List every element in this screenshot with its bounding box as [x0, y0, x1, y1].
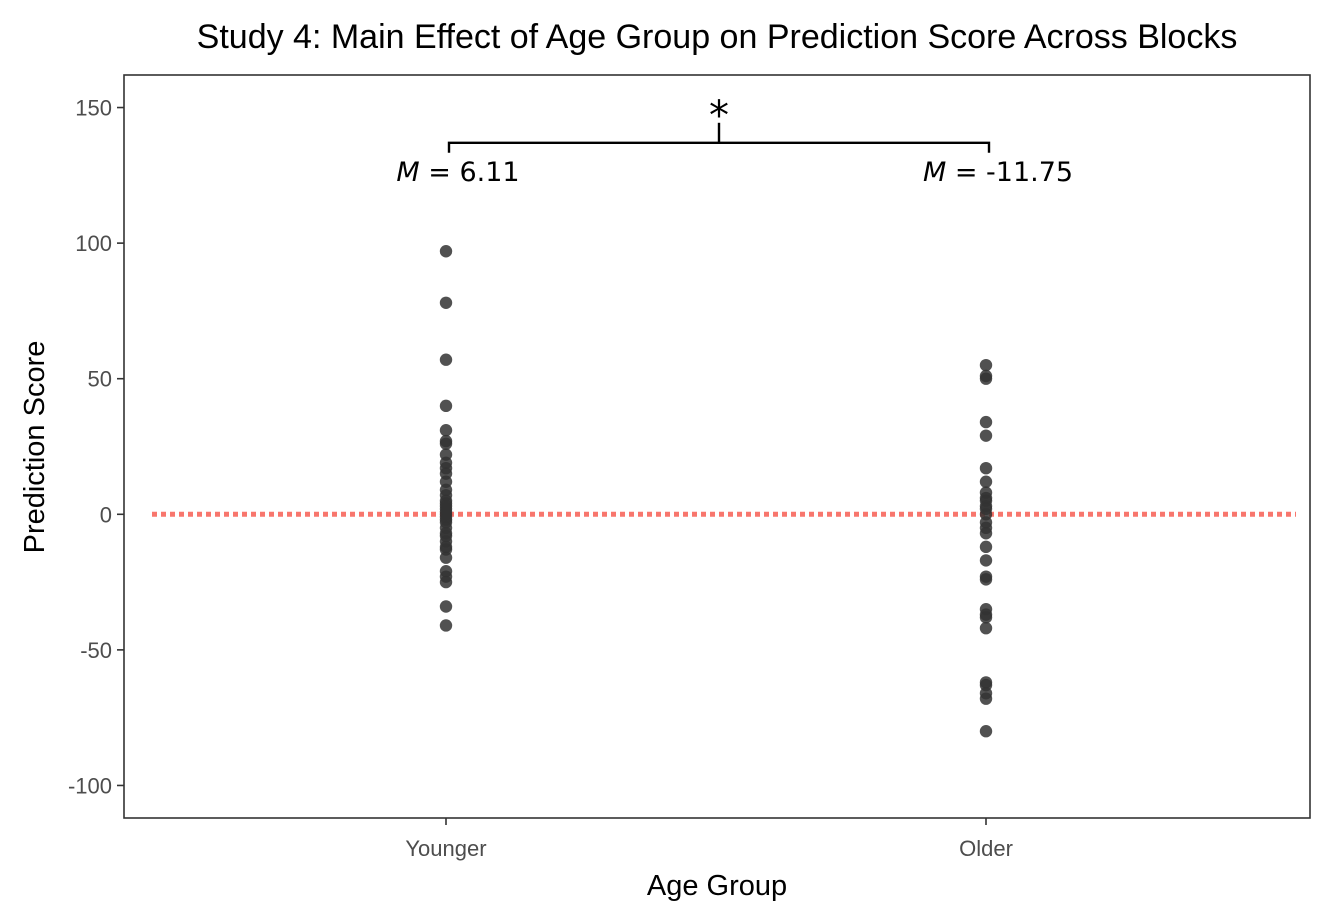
- data-point-older: [979, 372, 993, 385]
- data-point-younger: [439, 296, 453, 309]
- data-point-younger: [439, 353, 453, 366]
- mean-symbol: M: [396, 157, 419, 188]
- data-point-older: [979, 461, 993, 475]
- data-point-older: [979, 475, 993, 488]
- data-point-older: [979, 573, 993, 586]
- data-point-older: [979, 540, 993, 554]
- significance-bracket: [447, 141, 991, 153]
- mean-symbol: M: [923, 157, 946, 188]
- y-tick-label: 100: [75, 231, 112, 256]
- data-point-older: [979, 692, 993, 705]
- y-tick-label: -100: [68, 773, 112, 798]
- y-axis-title: Prediction Score: [19, 341, 51, 554]
- significance-star: *: [709, 93, 729, 139]
- x-tick-label-younger: Younger: [405, 836, 486, 861]
- y-tick-label: -50: [80, 638, 112, 663]
- data-point-younger: [439, 600, 453, 613]
- plot-panel: [123, 74, 1311, 819]
- data-point-younger: [439, 245, 453, 258]
- data-point-older: [979, 611, 993, 624]
- data-point-older: [979, 621, 993, 635]
- data-point-younger: [439, 619, 453, 632]
- data-point-older: [979, 358, 993, 372]
- data-point-older: [979, 554, 993, 567]
- y-tick-label: 50: [88, 367, 112, 392]
- data-point-older: [979, 527, 993, 540]
- data-point-younger: [439, 551, 453, 564]
- data-point-younger: [439, 424, 453, 437]
- y-tick-label: 150: [75, 96, 112, 121]
- data-point-older: [979, 725, 993, 738]
- x-axis: Younger Older: [405, 818, 1013, 861]
- data-point-younger: [439, 575, 453, 589]
- annotation-layer: *M = 6.11 M = -11.75: [396, 93, 1073, 188]
- y-tick-label: 0: [100, 502, 112, 527]
- data-point-younger: [439, 399, 453, 413]
- chart-title: Study 4: Main Effect of Age Group on Pre…: [197, 18, 1238, 56]
- x-tick-label-older: Older: [959, 836, 1013, 861]
- data-point-older: [979, 415, 993, 429]
- mean-value: = 6.11: [420, 157, 520, 188]
- mean-label-younger: M = 6.11: [396, 157, 519, 188]
- x-axis-title: Age Group: [647, 870, 787, 902]
- data-point-older: [979, 429, 993, 442]
- data-point-younger: [439, 437, 453, 450]
- y-axis: 150 100 50 0 -50 -100: [68, 96, 124, 798]
- mean-value: = -11.75: [946, 157, 1073, 188]
- points-layer: [439, 245, 993, 738]
- mean-label-older: M = -11.75: [923, 157, 1073, 188]
